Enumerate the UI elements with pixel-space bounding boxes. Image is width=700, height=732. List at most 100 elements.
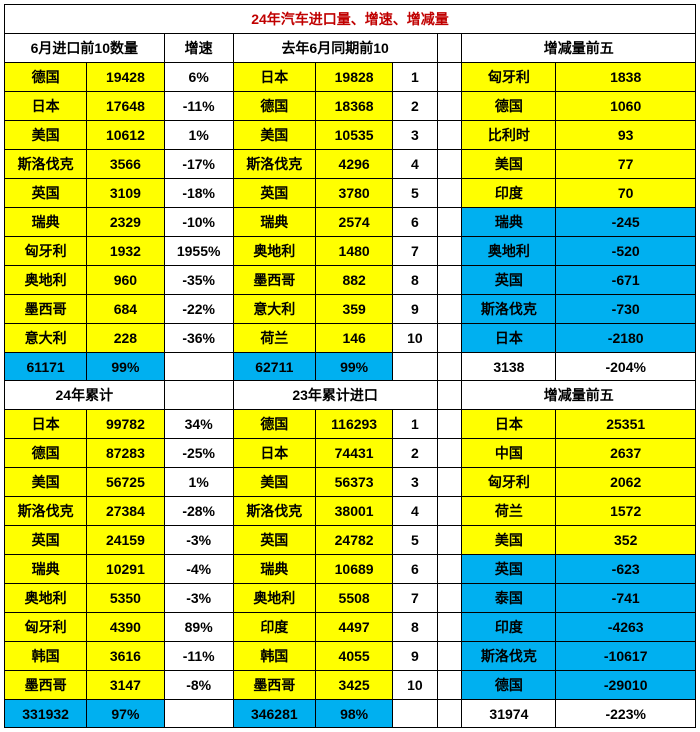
s1-center-value: 882 bbox=[315, 266, 392, 295]
s2-left-country: 墨西哥 bbox=[5, 671, 87, 700]
s2-center-country: 奥地利 bbox=[233, 584, 315, 613]
gap bbox=[437, 150, 462, 179]
gap bbox=[437, 497, 462, 526]
s2-total-right-b: -223% bbox=[556, 700, 696, 728]
s2-right-country: 中国 bbox=[462, 439, 556, 468]
s1-center-value: 3780 bbox=[315, 179, 392, 208]
s1-rate: -11% bbox=[164, 92, 233, 121]
s1-rate: -17% bbox=[164, 150, 233, 179]
s1-rate: 6% bbox=[164, 63, 233, 92]
s2-right-country: 德国 bbox=[462, 671, 556, 700]
s2-rank: 5 bbox=[393, 526, 437, 555]
s1-center-country: 瑞典 bbox=[233, 208, 315, 237]
s2-center-value: 24782 bbox=[315, 526, 392, 555]
s1-center-country: 意大利 bbox=[233, 295, 315, 324]
s2-right-country: 泰国 bbox=[462, 584, 556, 613]
s1-right-value: -245 bbox=[556, 208, 696, 237]
gap bbox=[437, 295, 462, 324]
gap bbox=[164, 353, 233, 381]
s1-center-country: 荷兰 bbox=[233, 324, 315, 353]
s2-center-value: 116293 bbox=[315, 410, 392, 439]
s1-right-value: -2180 bbox=[556, 324, 696, 353]
s2-left-value: 56725 bbox=[87, 468, 164, 497]
import-table: 24年汽车进口量、增速、增减量6月进口前10数量增速去年6月同期前10增减量前五… bbox=[4, 4, 696, 728]
s1-rate: -22% bbox=[164, 295, 233, 324]
s2-rank: 9 bbox=[393, 642, 437, 671]
s2-right-value: -4263 bbox=[556, 613, 696, 642]
s2-rank: 3 bbox=[393, 468, 437, 497]
hdr2-gap bbox=[437, 381, 462, 410]
hdr-center: 去年6月同期前10 bbox=[233, 34, 437, 63]
s2-rank: 8 bbox=[393, 613, 437, 642]
s1-left-value: 1932 bbox=[87, 237, 164, 266]
s2-rate: -25% bbox=[164, 439, 233, 468]
s1-center-value: 10535 bbox=[315, 121, 392, 150]
gap bbox=[437, 613, 462, 642]
gap bbox=[437, 642, 462, 671]
s1-rank: 1 bbox=[393, 63, 437, 92]
s1-left-value: 960 bbox=[87, 266, 164, 295]
s2-right-country: 斯洛伐克 bbox=[462, 642, 556, 671]
s1-right-value: -520 bbox=[556, 237, 696, 266]
gap bbox=[437, 700, 462, 728]
s2-total-center-sum: 346281 bbox=[233, 700, 315, 728]
gap bbox=[437, 468, 462, 497]
s1-left-country: 美国 bbox=[5, 121, 87, 150]
s1-left-country: 瑞典 bbox=[5, 208, 87, 237]
s1-center-country: 斯洛伐克 bbox=[233, 150, 315, 179]
s2-left-value: 87283 bbox=[87, 439, 164, 468]
s1-left-country: 日本 bbox=[5, 92, 87, 121]
s1-left-country: 匈牙利 bbox=[5, 237, 87, 266]
s2-rate: -4% bbox=[164, 555, 233, 584]
s1-right-value: 1838 bbox=[556, 63, 696, 92]
s2-rate: 1% bbox=[164, 468, 233, 497]
s2-center-value: 56373 bbox=[315, 468, 392, 497]
s2-rate: -8% bbox=[164, 671, 233, 700]
s1-rank: 10 bbox=[393, 324, 437, 353]
s2-rate: -28% bbox=[164, 497, 233, 526]
s2-center-value: 5508 bbox=[315, 584, 392, 613]
s1-rank: 8 bbox=[393, 266, 437, 295]
gap bbox=[437, 584, 462, 613]
s1-rate: -18% bbox=[164, 179, 233, 208]
s2-left-value: 3147 bbox=[87, 671, 164, 700]
s1-right-country: 日本 bbox=[462, 324, 556, 353]
s2-center-country: 德国 bbox=[233, 410, 315, 439]
gap bbox=[437, 671, 462, 700]
s2-center-country: 墨西哥 bbox=[233, 671, 315, 700]
s2-rank: 1 bbox=[393, 410, 437, 439]
s2-right-value: -623 bbox=[556, 555, 696, 584]
s1-center-country: 日本 bbox=[233, 63, 315, 92]
s2-left-country: 美国 bbox=[5, 468, 87, 497]
s2-rate: -11% bbox=[164, 642, 233, 671]
s1-rate: 1955% bbox=[164, 237, 233, 266]
s1-left-value: 3109 bbox=[87, 179, 164, 208]
s1-total-center-sum: 62711 bbox=[233, 353, 315, 381]
s1-rank: 7 bbox=[393, 237, 437, 266]
s2-total-left-sum: 331932 bbox=[5, 700, 87, 728]
hdr-mid: 增速 bbox=[164, 34, 233, 63]
s2-right-country: 日本 bbox=[462, 410, 556, 439]
gap bbox=[437, 439, 462, 468]
s1-rate: 1% bbox=[164, 121, 233, 150]
hdr-right: 增减量前五 bbox=[462, 34, 696, 63]
s2-rank: 4 bbox=[393, 497, 437, 526]
s2-left-country: 德国 bbox=[5, 439, 87, 468]
s2-center-country: 美国 bbox=[233, 468, 315, 497]
hdr-left: 6月进口前10数量 bbox=[5, 34, 165, 63]
s2-center-value: 74431 bbox=[315, 439, 392, 468]
s1-left-country: 德国 bbox=[5, 63, 87, 92]
s1-center-country: 英国 bbox=[233, 179, 315, 208]
s2-right-value: -741 bbox=[556, 584, 696, 613]
gap bbox=[437, 237, 462, 266]
s2-left-value: 10291 bbox=[87, 555, 164, 584]
s1-rank: 2 bbox=[393, 92, 437, 121]
s2-left-value: 24159 bbox=[87, 526, 164, 555]
gap bbox=[437, 555, 462, 584]
s2-right-value: 2062 bbox=[556, 468, 696, 497]
s1-right-value: 70 bbox=[556, 179, 696, 208]
gap bbox=[437, 179, 462, 208]
s1-right-country: 奥地利 bbox=[462, 237, 556, 266]
s1-total-center-pct: 99% bbox=[315, 353, 392, 381]
s2-right-value: -29010 bbox=[556, 671, 696, 700]
